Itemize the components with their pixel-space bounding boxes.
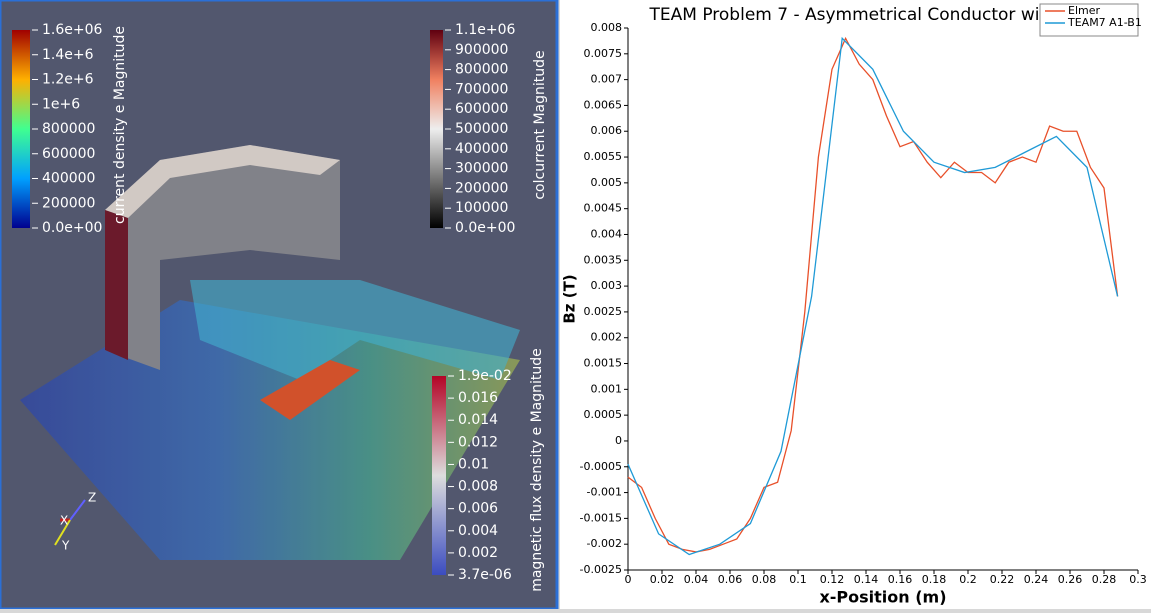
x-tick-label: 0.04 <box>684 573 709 586</box>
x-tick-label: 0.2 <box>959 573 977 586</box>
colorbar-label: 1.6e+06 <box>42 22 103 38</box>
y-tick-label: 0.0065 <box>584 98 623 111</box>
colorbar-label: 400000 <box>42 171 95 187</box>
colorbar-label: 200000 <box>455 180 508 196</box>
colorbar-label: 0.01 <box>458 456 489 472</box>
axis-label: X <box>60 514 68 528</box>
x-tick-label: 0.14 <box>854 573 879 586</box>
axis-label: Y <box>61 539 70 553</box>
colorbar-label: 0.008 <box>458 479 498 495</box>
x-tick-label: 0.02 <box>650 573 675 586</box>
x-tick-label: 0.22 <box>990 573 1015 586</box>
y-tick-label: 0.0075 <box>584 47 623 60</box>
colorbar-label: 1.1e+06 <box>455 22 516 38</box>
y-tick-label: 0.001 <box>591 382 623 395</box>
y-tick-label: 0.0045 <box>584 202 623 215</box>
axes-triad <box>54 499 86 546</box>
y-tick-label: 0.0035 <box>584 253 623 266</box>
y-tick-label: 0.0005 <box>584 408 623 421</box>
colorbar <box>432 376 446 575</box>
colorbar-label: 1.9e-02 <box>458 368 512 384</box>
hot-spot <box>260 360 360 420</box>
legend-label: TEAM7 A1-B1 <box>1067 16 1142 29</box>
x-tick-label: 0.1 <box>789 573 807 586</box>
y-tick-label: 0.002 <box>591 331 623 344</box>
colorbar-label: 700000 <box>455 81 508 97</box>
colorbar-label: 1.2e+6 <box>42 72 94 88</box>
colorbar-label: 600000 <box>455 101 508 117</box>
colorbar-title: magnetic flux density e Magnitude <box>529 348 545 592</box>
y-tick-label: -0.0015 <box>580 511 622 524</box>
y-tick-label: 0.0025 <box>584 305 623 318</box>
colorbar-label: 0.004 <box>458 523 498 539</box>
x-tick-label: 0.26 <box>1058 573 1083 586</box>
y-tick-label: 0.004 <box>591 227 623 240</box>
legend-label: Elmer <box>1068 4 1100 17</box>
colorbar-label: 800000 <box>455 62 508 78</box>
y-tick-label: 0.0015 <box>584 357 623 370</box>
x-tick-label: 0.28 <box>1092 573 1117 586</box>
y-tick-label: -0.002 <box>587 537 622 550</box>
colorbar <box>12 30 30 228</box>
coil <box>105 145 340 370</box>
colorbar-title: colcurrent Magnitude <box>532 50 548 199</box>
colorbar-label: 0.0e+00 <box>42 220 102 236</box>
y-axis-label: Bz (T) <box>561 274 579 323</box>
axis-label: Z <box>88 491 96 505</box>
plate-arm <box>190 280 520 380</box>
series-line <box>627 36 1119 553</box>
colorbar-label: 0.014 <box>458 412 498 428</box>
series-line <box>627 36 1119 556</box>
colorbar-label: 0.016 <box>458 390 498 406</box>
model <box>20 145 520 560</box>
colorbar-label: 0.006 <box>458 501 498 517</box>
colorbar-label: 0.002 <box>458 545 498 561</box>
colorbar-label: 0.012 <box>458 434 498 450</box>
x-tick-label: 0.08 <box>752 573 777 586</box>
y-tick-label: -0.0005 <box>580 460 622 473</box>
x-tick-label: 0.24 <box>1024 573 1049 586</box>
y-tick-label: 0.006 <box>591 124 623 137</box>
colorbar-label: 0.0e+00 <box>455 220 515 236</box>
coil-top <box>105 145 340 218</box>
x-tick-label: 0 <box>625 573 632 586</box>
colorbar-label: 3.7e-06 <box>458 567 512 583</box>
chart-title: TEAM Problem 7 - Asymmetrical Conductor … <box>649 5 1117 25</box>
colorbar-label: 1.4e+6 <box>42 47 94 63</box>
colorbar-label: 400000 <box>455 141 508 157</box>
colorbar-label: 500000 <box>455 121 508 137</box>
x-tick-label: 0.12 <box>820 573 845 586</box>
colorbar-label: 1e+6 <box>42 96 80 112</box>
colorbar-label: 200000 <box>42 195 95 211</box>
colorbar-title: current density e Magnitude <box>112 26 128 224</box>
y-tick-label: -0.001 <box>587 486 622 499</box>
y-tick-label: 0.003 <box>591 279 623 292</box>
coil-side <box>105 210 128 360</box>
colorbar-label: 100000 <box>455 200 508 216</box>
y-tick-label: 0.008 <box>591 21 623 34</box>
colorbar-label: 300000 <box>455 161 508 177</box>
colorbar <box>430 30 443 228</box>
y-tick-label: -0.0025 <box>580 563 622 576</box>
y-tick-label: 0.007 <box>591 73 623 86</box>
colorbar-label: 800000 <box>42 121 95 137</box>
y-tick-label: 0.0055 <box>584 150 623 163</box>
x-tick-label: 0.16 <box>888 573 913 586</box>
plate <box>20 300 520 560</box>
y-tick-label: 0 <box>615 434 622 447</box>
x-tick-label: 0.06 <box>718 573 743 586</box>
y-tick-label: 0.005 <box>591 176 623 189</box>
x-tick-label: 0.3 <box>1129 573 1147 586</box>
colorbar-label: 900000 <box>455 42 508 58</box>
x-axis-label: x-Position (m) <box>819 588 946 607</box>
legend <box>1039 3 1139 37</box>
colorbar-label: 600000 <box>42 146 95 162</box>
x-tick-label: 0.18 <box>922 573 947 586</box>
chart-view[interactable] <box>560 0 1151 609</box>
